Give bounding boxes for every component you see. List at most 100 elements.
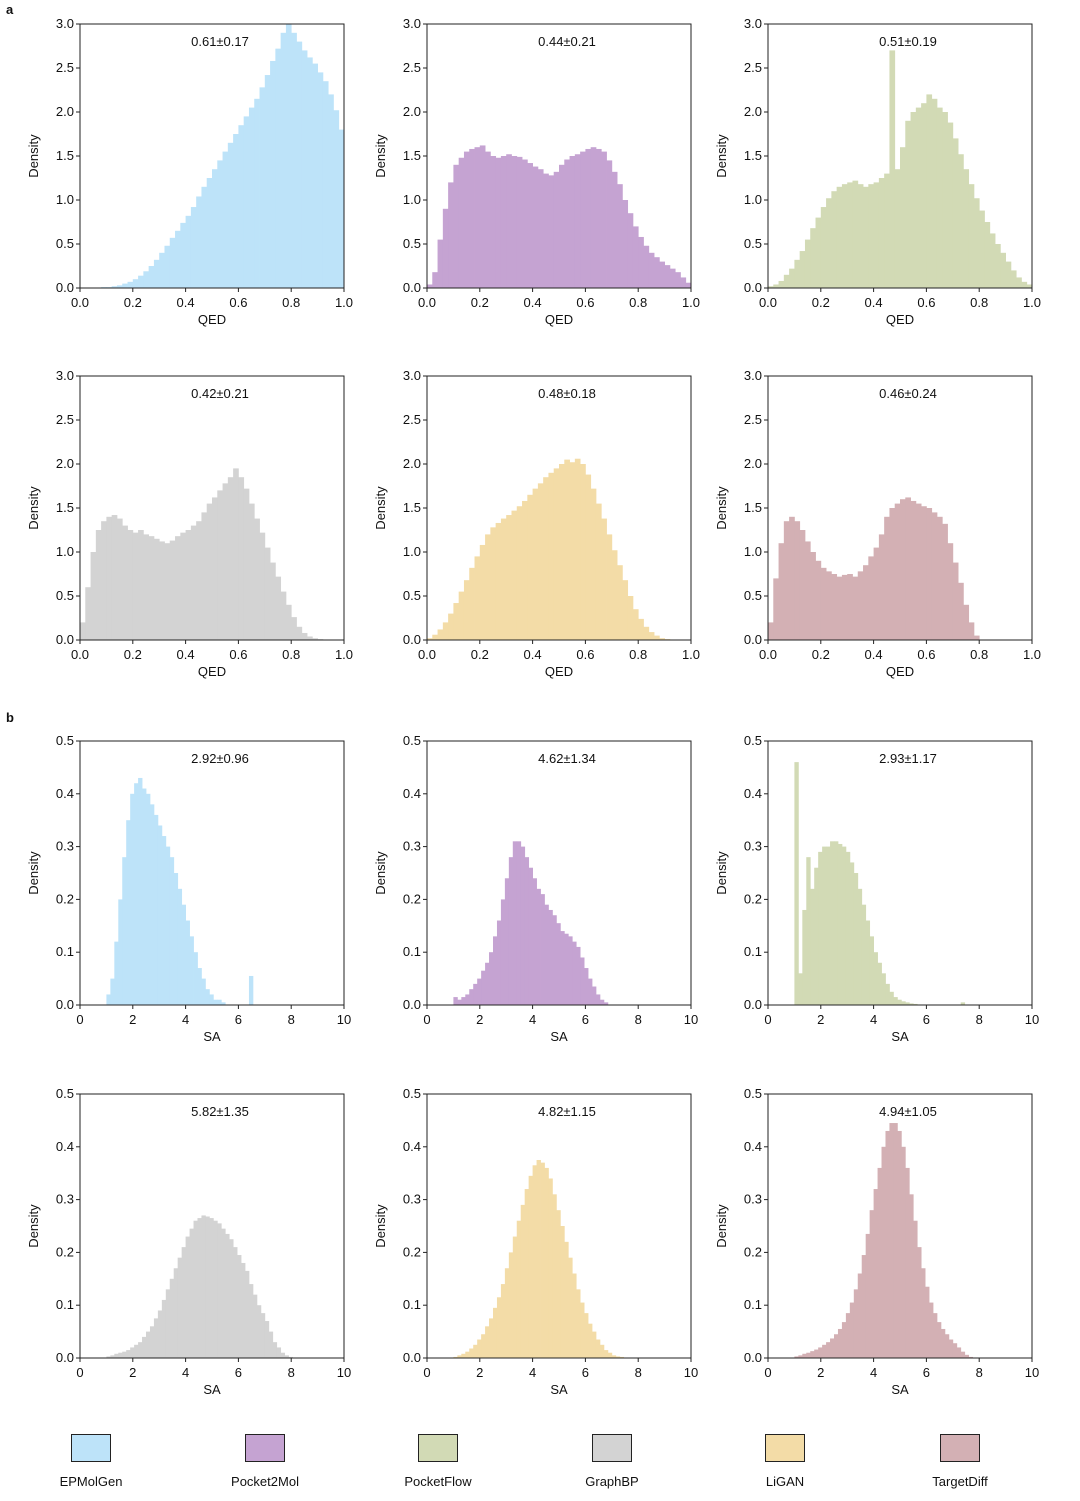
histogram-bar <box>493 936 498 1005</box>
histogram-bar <box>307 636 313 640</box>
histogram-bar <box>474 556 481 640</box>
histogram-bar <box>931 512 938 640</box>
histogram-bar <box>180 222 186 288</box>
histogram-bar <box>506 515 512 640</box>
y-tick-label: 0.1 <box>744 1297 762 1312</box>
chart-b-pocket2mol: 0 2 4 6 8 10 0.0 0.1 0.2 0.3 0.4 0.5 SA Density 4.62±1… <box>373 733 698 1044</box>
histogram-bar <box>820 567 827 640</box>
histogram-bar <box>915 107 922 288</box>
histogram-bar <box>127 281 134 288</box>
y-tick-label: 0.0 <box>744 997 762 1012</box>
histogram-bars <box>768 50 1033 289</box>
histogram-bar <box>585 148 592 288</box>
histogram-bar <box>270 60 276 289</box>
histogram-bar <box>442 208 449 288</box>
histogram-bar <box>894 503 901 640</box>
histogram-bar <box>252 1294 258 1358</box>
histogram-bar <box>259 532 266 640</box>
histogram-bar <box>524 857 530 1005</box>
histogram-bar <box>794 521 801 640</box>
histogram-bar <box>90 552 97 640</box>
histogram-bar <box>520 846 526 1005</box>
histogram-bar <box>496 1297 502 1358</box>
x-tick-label: 0 <box>764 1012 771 1027</box>
x-axis-label: SA <box>550 1382 568 1397</box>
histogram-bar <box>134 783 139 1005</box>
histogram-bar <box>685 282 692 288</box>
histogram-bar <box>469 567 475 640</box>
histogram-bar <box>221 1002 226 1005</box>
x-tick-label: 0.2 <box>124 295 142 310</box>
plot-frame <box>767 1093 1033 1359</box>
y-tick-label: 1.5 <box>744 500 762 515</box>
histogram-bar <box>537 483 544 640</box>
histogram-bar <box>601 151 607 288</box>
x-tick-label: 0.0 <box>759 295 777 310</box>
y-tick-label: 0.3 <box>744 1192 762 1207</box>
histogram-bar <box>873 547 880 640</box>
histogram-bar <box>473 1344 478 1358</box>
histogram-bar <box>196 196 202 288</box>
histogram-bar <box>528 867 533 1005</box>
histogram-bar <box>841 574 848 640</box>
histogram-bar <box>893 997 898 1005</box>
histogram-bar <box>873 952 878 1005</box>
histogram-bar <box>873 182 880 288</box>
histogram-bar <box>143 534 150 640</box>
histogram-bar <box>818 851 823 1005</box>
histogram-bar <box>936 516 943 640</box>
histogram-bar <box>868 556 874 640</box>
histogram-bar <box>574 154 581 288</box>
histogram-bar <box>474 147 481 288</box>
histogram-bar <box>477 1339 482 1358</box>
histogram-bar <box>841 846 847 1005</box>
histogram-bar <box>169 540 176 640</box>
x-tick-label: 4 <box>529 1365 536 1380</box>
histogram-bar <box>213 999 218 1005</box>
histogram-bar <box>185 1236 190 1358</box>
histogram-bar <box>453 603 460 640</box>
histogram-bar <box>806 857 811 1005</box>
x-tick-label: 8 <box>976 1012 983 1027</box>
x-tick-label: 0.6 <box>917 295 935 310</box>
histogram-bar <box>814 1349 819 1358</box>
histogram-bars <box>794 1123 973 1358</box>
histogram-bar <box>130 793 135 1005</box>
histogram-bar <box>852 180 859 288</box>
histogram-bar <box>118 899 123 1005</box>
y-tick-label: 1.0 <box>56 544 74 559</box>
histogram-bar <box>664 265 671 288</box>
histogram-bar <box>101 521 107 640</box>
x-axis-label: QED <box>545 312 573 327</box>
x-tick-label: 1.0 <box>682 295 700 310</box>
histogram-bar <box>270 562 276 640</box>
histogram-bar <box>799 530 806 640</box>
histogram-bar <box>527 163 533 288</box>
y-tick-label: 0.0 <box>56 1350 74 1365</box>
histogram-bar <box>161 836 167 1005</box>
histogram-bars <box>427 145 692 288</box>
histogram-bar <box>878 534 885 640</box>
legend-label-ligan: LiGAN <box>765 1474 805 1489</box>
histogram-bar <box>209 994 214 1005</box>
histogram-bar <box>617 565 623 640</box>
x-tick-label: 1.0 <box>335 647 353 662</box>
histogram-bar <box>169 857 175 1005</box>
x-axis-label: SA <box>891 1382 909 1397</box>
histogram-bar <box>810 552 816 640</box>
histogram-bar <box>804 239 811 288</box>
histogram-bar <box>540 894 545 1005</box>
histogram-bar <box>889 1123 894 1358</box>
histogram-bar <box>149 804 155 1005</box>
histogram-bar <box>312 63 318 288</box>
x-tick-label: 0.4 <box>177 647 195 662</box>
histogram-bar <box>548 175 555 288</box>
histogram-bar <box>328 94 334 289</box>
histogram-bar <box>114 941 119 1005</box>
y-tick-label: 0.1 <box>403 944 421 959</box>
histogram-bar <box>457 1355 462 1358</box>
chart-a-graphbp: 0.0 0.2 0.4 0.6 0.8 1.0 0.0 0.5 1.0 1.5 2.0 2.5 3.0 Q… <box>26 368 353 679</box>
histogram-bar <box>905 120 911 288</box>
histogram-bar <box>873 1189 878 1358</box>
histogram-bar <box>789 268 795 288</box>
